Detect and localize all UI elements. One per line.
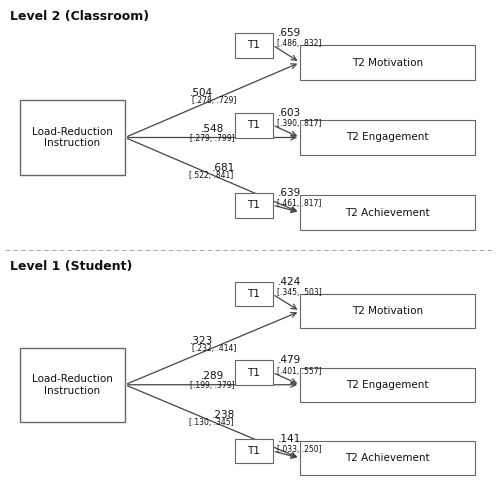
- Text: [.390, .817]: [.390, .817]: [278, 119, 322, 128]
- Text: [.033, .250]: [.033, .250]: [278, 445, 322, 454]
- Text: T1: T1: [248, 289, 260, 299]
- Text: .681: .681: [212, 164, 236, 173]
- Text: [.345, .503]: [.345, .503]: [278, 288, 322, 298]
- Text: T2 Achievement: T2 Achievement: [345, 208, 430, 218]
- Text: .479: .479: [278, 355, 300, 365]
- Text: [.278, .729]: [.278, .729]: [192, 96, 236, 106]
- Text: .141: .141: [278, 434, 300, 444]
- Bar: [300, 368, 475, 402]
- Text: .639: .639: [278, 188, 300, 198]
- Text: T2 Achievement: T2 Achievement: [345, 453, 430, 463]
- Text: [.199, .379]: [.199, .379]: [190, 382, 235, 390]
- Text: .659: .659: [278, 28, 300, 38]
- Bar: [300, 45, 475, 80]
- Text: Load-Reduction
Instruction: Load-Reduction Instruction: [32, 374, 113, 396]
- Bar: [235, 112, 273, 138]
- Text: T2 Motivation: T2 Motivation: [352, 306, 423, 316]
- Text: T1: T1: [248, 446, 260, 456]
- Text: .238: .238: [212, 410, 236, 420]
- Bar: [235, 438, 273, 463]
- Bar: [235, 282, 273, 306]
- Text: T2 Engagement: T2 Engagement: [346, 132, 428, 142]
- Text: T1: T1: [248, 368, 260, 378]
- Bar: [235, 32, 273, 58]
- Text: [.401, .557]: [.401, .557]: [278, 367, 322, 376]
- Bar: [235, 360, 273, 385]
- Text: .424: .424: [278, 277, 300, 287]
- Text: T1: T1: [248, 120, 260, 130]
- Bar: [300, 195, 475, 230]
- Text: T1: T1: [248, 40, 260, 50]
- Text: T2 Motivation: T2 Motivation: [352, 58, 423, 68]
- Text: [.232, .414]: [.232, .414]: [192, 344, 236, 354]
- Text: T1: T1: [248, 200, 260, 210]
- Text: [.461, .817]: [.461, .817]: [278, 199, 322, 208]
- Text: .548: .548: [201, 124, 224, 134]
- Text: T2 Engagement: T2 Engagement: [346, 380, 428, 390]
- Text: [.279, .799]: [.279, .799]: [190, 134, 235, 143]
- Text: [.486, .832]: [.486, .832]: [278, 40, 322, 48]
- Text: .289: .289: [201, 371, 224, 381]
- Text: .323: .323: [190, 336, 212, 346]
- Bar: [20, 348, 125, 422]
- Text: .603: .603: [278, 108, 300, 118]
- Text: Load-Reduction
Instruction: Load-Reduction Instruction: [32, 126, 113, 148]
- Bar: [300, 441, 475, 476]
- Text: [.522, .841]: [.522, .841]: [188, 172, 233, 180]
- Bar: [300, 120, 475, 155]
- Bar: [235, 192, 273, 218]
- Bar: [300, 294, 475, 328]
- Text: Level 2 (Classroom): Level 2 (Classroom): [10, 10, 149, 23]
- Bar: [20, 100, 125, 175]
- Text: [.130, .345]: [.130, .345]: [188, 418, 233, 427]
- Text: Level 1 (Student): Level 1 (Student): [10, 260, 132, 273]
- Text: .504: .504: [190, 88, 212, 99]
